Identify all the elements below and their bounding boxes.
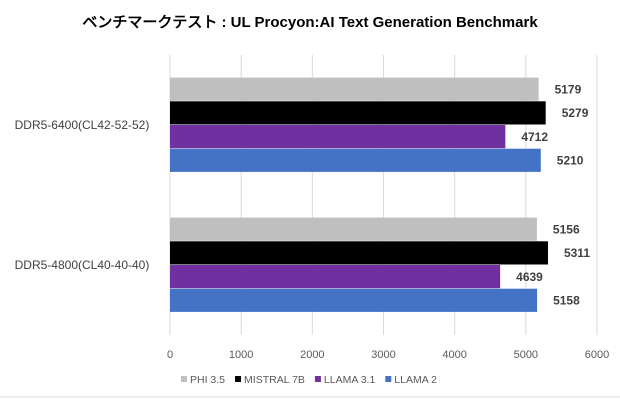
- legend-label: MISTRAL 7B: [244, 374, 305, 386]
- legend-swatch: [181, 376, 187, 382]
- data-label: 4639: [516, 270, 543, 284]
- legend-label: LLAMA 3.1: [324, 374, 376, 386]
- category-label: DDR5-4800(CL40-40-40): [15, 258, 150, 272]
- data-label: 5279: [562, 106, 589, 120]
- bar-llama-2: [170, 148, 541, 172]
- data-label: 5156: [553, 222, 580, 236]
- bar-llama-2: [170, 288, 538, 312]
- data-label: 5210: [557, 154, 584, 168]
- x-tick-label: 1000: [229, 349, 253, 361]
- bar-llama-3-1: [170, 125, 506, 149]
- data-label: 5179: [555, 82, 582, 96]
- bar-phi-3-5: [170, 217, 537, 241]
- data-label: 5311: [564, 246, 590, 260]
- x-tick-label: 3000: [371, 349, 395, 361]
- bar-mistral-7b: [170, 101, 546, 125]
- x-tick-label: 4000: [442, 349, 466, 361]
- legend-swatch: [314, 376, 321, 382]
- x-tick-label: 2000: [300, 349, 324, 361]
- data-label: 4712: [521, 130, 548, 144]
- legend-label: PHI 3.5: [190, 374, 225, 386]
- x-tick-label: 5000: [514, 349, 538, 361]
- category-label: DDR5-6400(CL42-52-52): [15, 118, 150, 132]
- legend-label: LLAMA 2: [394, 374, 437, 386]
- bar-llama-3-1: [170, 265, 501, 289]
- bar-phi-3-5: [170, 77, 539, 101]
- data-label: 5158: [553, 294, 580, 308]
- x-tick-label: 6000: [585, 349, 609, 361]
- chart-title: ベンチマークテスト : UL Procyon:AI Text Generatio…: [82, 14, 538, 31]
- x-tick-label: 0: [167, 349, 173, 361]
- legend-swatch: [235, 376, 242, 382]
- bar-mistral-7b: [170, 241, 548, 265]
- legend-swatch: [385, 376, 392, 382]
